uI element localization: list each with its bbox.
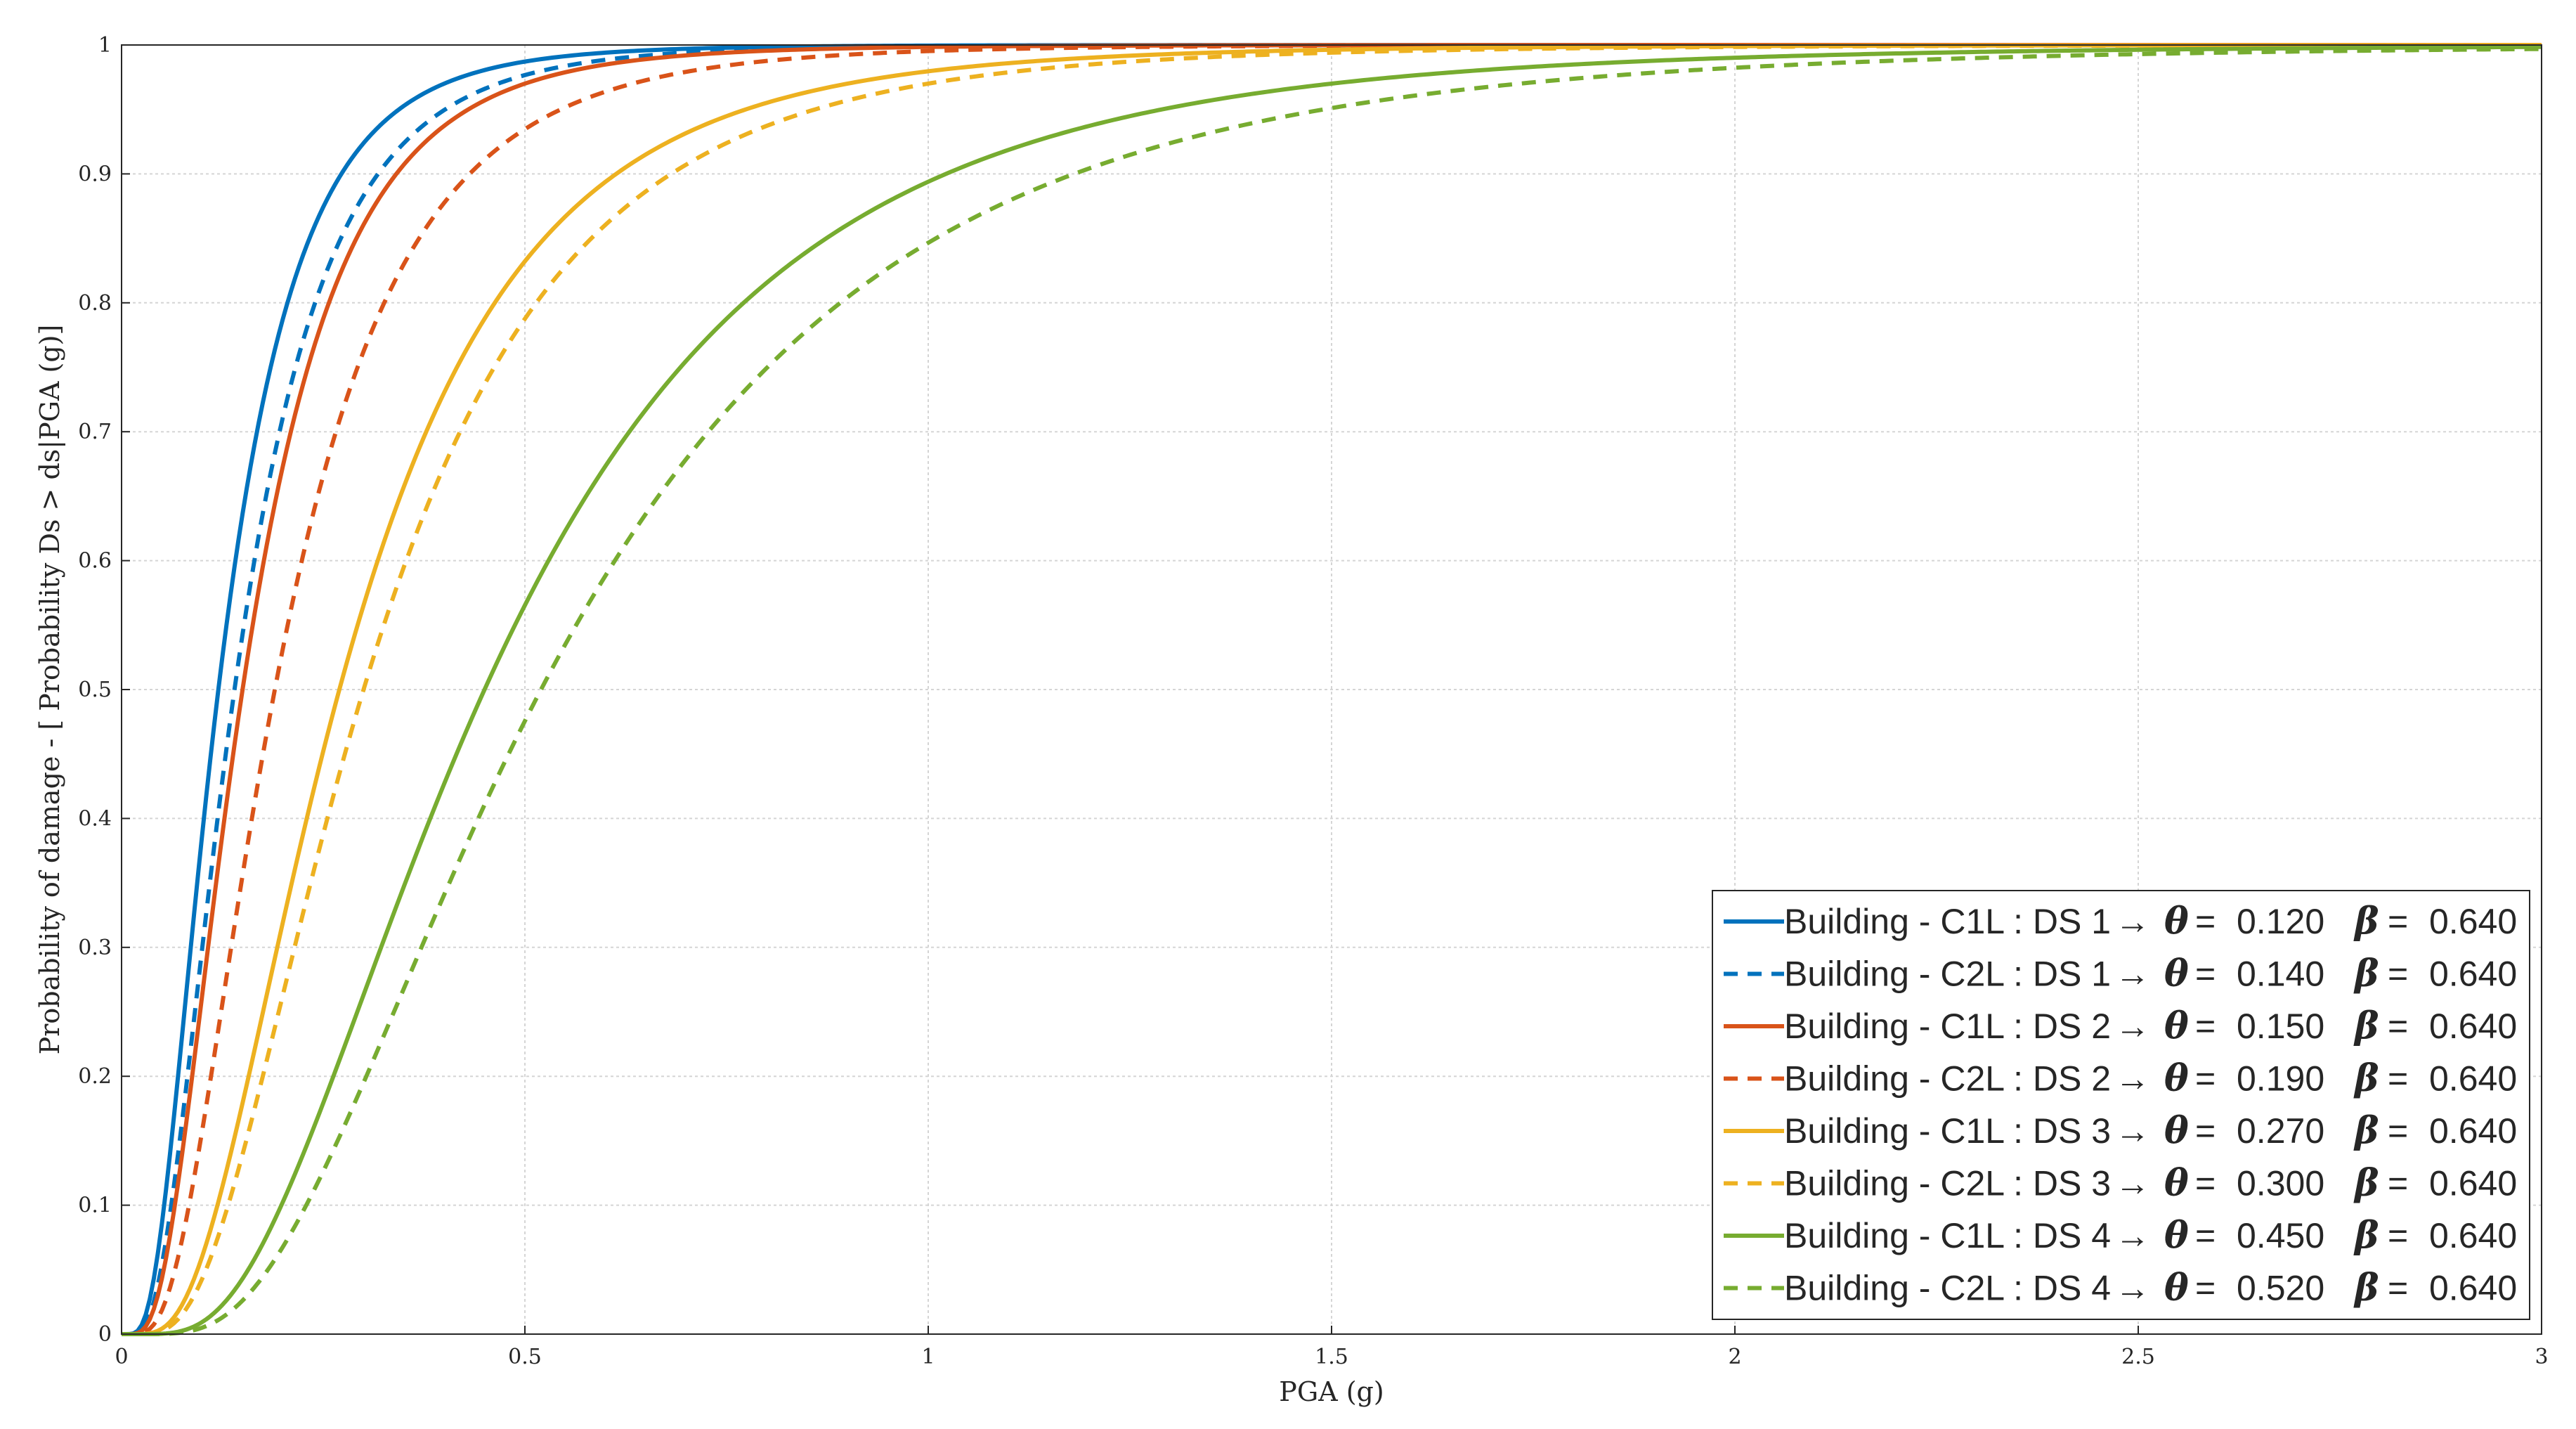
legend-beta-symbol: β xyxy=(2353,952,2379,995)
legend-theta-symbol: θ xyxy=(2164,1162,2189,1205)
legend-arrow: → xyxy=(2115,1111,2150,1151)
x-axis-label: PGA (g) xyxy=(1279,1376,1384,1407)
legend-equals: = xyxy=(2195,1059,2216,1099)
y-tick-label: 0.8 xyxy=(78,291,112,316)
y-tick-label: 1 xyxy=(98,33,112,58)
legend-equals: = xyxy=(2388,1164,2408,1203)
legend-beta-value: 0.640 xyxy=(2429,902,2517,941)
legend-beta-value: 0.640 xyxy=(2429,1269,2517,1308)
y-tick-label: 0.1 xyxy=(78,1194,112,1218)
legend-theta-symbol: θ xyxy=(2164,952,2189,995)
series-line-6 xyxy=(122,43,2542,1336)
legend-equals: = xyxy=(2195,1007,2216,1046)
legend-theta-value: 0.150 xyxy=(2237,1007,2324,1046)
y-tick-label: 0.2 xyxy=(78,1064,112,1089)
legend-beta-value: 0.640 xyxy=(2429,1059,2517,1099)
legend-equals: = xyxy=(2195,1269,2216,1308)
legend-beta-value: 0.640 xyxy=(2429,1111,2517,1151)
legend-beta-symbol: β xyxy=(2353,1057,2379,1100)
legend-entry-label: Building - C2L : DS 4 xyxy=(1784,1269,2111,1308)
y-tick-label: 0.7 xyxy=(78,420,112,444)
series-line-8 xyxy=(122,46,2542,1336)
legend-equals: = xyxy=(2388,1111,2408,1151)
legend-equals: = xyxy=(2388,1269,2408,1308)
legend-arrow: → xyxy=(2115,955,2150,994)
x-tick-label: 3 xyxy=(2535,1345,2548,1369)
legend-arrow: → xyxy=(2115,1216,2150,1255)
legend-theta-symbol: θ xyxy=(2164,900,2189,943)
series-line-4 xyxy=(122,43,2542,1336)
legend-entry-label: Building - C1L : DS 4 xyxy=(1784,1216,2111,1255)
legend-entry-label: Building - C1L : DS 2 xyxy=(1784,1007,2111,1046)
legend-equals: = xyxy=(2388,1216,2408,1255)
series-line-7 xyxy=(122,44,2542,1336)
legend-theta-value: 0.520 xyxy=(2237,1269,2324,1308)
legend-entry-label: Building - C1L : DS 3 xyxy=(1784,1111,2111,1151)
legend-beta-symbol: β xyxy=(2353,1214,2379,1257)
legend-equals: = xyxy=(2388,1007,2408,1046)
legend-beta-value: 0.640 xyxy=(2429,1216,2517,1255)
x-tick-label: 0 xyxy=(115,1345,128,1369)
y-tick-label: 0 xyxy=(98,1322,112,1347)
legend-theta-value: 0.300 xyxy=(2237,1164,2324,1203)
legend-equals: = xyxy=(2195,1164,2216,1203)
legend-arrow: → xyxy=(2115,1059,2150,1099)
legend-beta-symbol: β xyxy=(2353,1162,2379,1205)
legend-theta-symbol: θ xyxy=(2164,1109,2189,1152)
legend-equals: = xyxy=(2195,902,2216,941)
legend-arrow: → xyxy=(2115,1269,2150,1308)
legend-equals: = xyxy=(2195,955,2216,994)
legend-entry-label: Building - C2L : DS 3 xyxy=(1784,1164,2111,1203)
legend-equals: = xyxy=(2195,1216,2216,1255)
legend-theta-symbol: θ xyxy=(2164,1214,2189,1257)
ticks: 0 0.5 1 1.5 2 2.5 3 0 0.1 0.2 0.3 0.4 0.5 0.6 0.7 0.8 0.… xyxy=(78,33,2548,1369)
legend-arrow: → xyxy=(2115,902,2150,941)
legend-theta-value: 0.450 xyxy=(2237,1216,2324,1255)
x-tick-label: 2 xyxy=(1728,1345,1741,1369)
legend-theta-value: 0.270 xyxy=(2237,1111,2324,1151)
legend-arrow: → xyxy=(2115,1164,2150,1203)
legend-equals: = xyxy=(2388,955,2408,994)
legend-equals: = xyxy=(2388,1059,2408,1099)
legend-beta-value: 0.640 xyxy=(2429,1007,2517,1046)
y-tick-label: 0.9 xyxy=(78,162,112,186)
legend-beta-value: 0.640 xyxy=(2429,955,2517,994)
legend-entry-label: Building - C2L : DS 2 xyxy=(1784,1059,2111,1099)
y-tick-label: 0.5 xyxy=(78,678,112,702)
legend-theta-symbol: θ xyxy=(2164,1267,2189,1310)
legend-beta-symbol: β xyxy=(2353,1109,2379,1152)
legend-beta-value: 0.640 xyxy=(2429,1164,2517,1203)
y-tick-label: 0.3 xyxy=(78,936,112,960)
legend-entry-label: Building - C1L : DS 1 xyxy=(1784,902,2111,941)
legend-arrow: → xyxy=(2115,1007,2150,1046)
legend-equals: = xyxy=(2388,902,2408,941)
x-tick-label: 1 xyxy=(921,1345,935,1369)
x-tick-label: 1.5 xyxy=(1315,1345,1348,1369)
legend-beta-symbol: β xyxy=(2353,900,2379,943)
legend-theta-symbol: θ xyxy=(2164,1057,2189,1100)
legend-equals: = xyxy=(2195,1111,2216,1151)
legend-theta-value: 0.120 xyxy=(2237,902,2324,941)
legend-beta-symbol: β xyxy=(2353,1267,2379,1310)
legend-theta-symbol: θ xyxy=(2164,1004,2189,1047)
x-tick-label: 0.5 xyxy=(508,1345,542,1369)
legend-beta-symbol: β xyxy=(2353,1004,2379,1047)
y-tick-label: 0.6 xyxy=(78,549,112,574)
y-tick-label: 0.4 xyxy=(78,806,112,831)
legend-theta-value: 0.140 xyxy=(2237,955,2324,994)
y-axis-label: Probability of damage - [ Probability Ds… xyxy=(34,325,65,1055)
legend-entry-label: Building - C2L : DS 1 xyxy=(1784,955,2111,994)
legend: Building - C1L : DS 1 → θ = 0.120 β = 0.640Buil… xyxy=(1712,890,2530,1320)
x-tick-label: 2.5 xyxy=(2121,1345,2155,1369)
legend-theta-value: 0.190 xyxy=(2237,1059,2324,1099)
legend-box xyxy=(1712,890,2530,1320)
